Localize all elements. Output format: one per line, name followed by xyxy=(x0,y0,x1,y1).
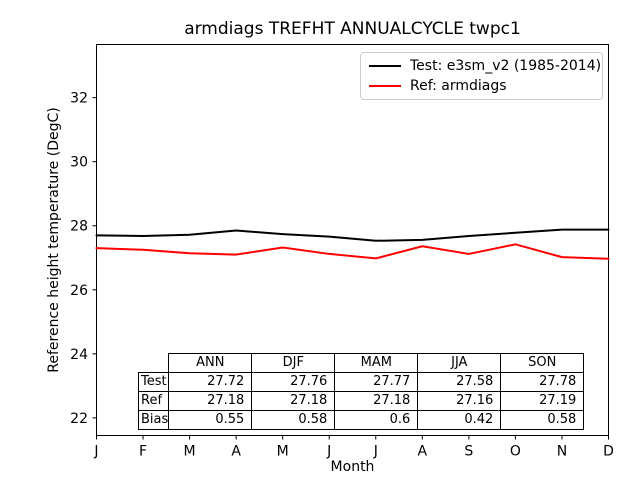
table-value-cell: 0.6 xyxy=(334,410,419,430)
test-line xyxy=(95,228,610,242)
table-row-label: Bias xyxy=(137,410,170,430)
x-tick-label: M xyxy=(184,444,196,460)
ref-line-sample-icon xyxy=(369,85,401,88)
x-tick-label: M xyxy=(277,444,289,460)
x-tick-label: J xyxy=(93,444,98,460)
table-corner-cell xyxy=(138,353,170,373)
chart-title: armdiags TREFHT ANNUALCYCLE twpc1 xyxy=(184,19,521,39)
stats-table: ANN DJF MAM JJA SON Test 27.72 27.76 27.77 27.58 2… xyxy=(137,353,585,430)
legend-item-ref: Ref: armdiags xyxy=(369,78,602,94)
table-value-cell: 0.55 xyxy=(168,410,253,430)
plot-border xyxy=(96,44,609,436)
table-value-cell: 0.58 xyxy=(251,410,336,430)
table-header-cell: ANN xyxy=(168,353,253,373)
table-value-cell: 27.18 xyxy=(334,391,419,411)
table-value-cell: 27.16 xyxy=(417,391,502,411)
table-value-cell: 27.77 xyxy=(334,372,419,392)
table-value-cell: 0.58 xyxy=(500,410,585,430)
x-tick-label: N xyxy=(557,444,567,460)
table-value-cell: 27.18 xyxy=(251,391,336,411)
x-tick-label: S xyxy=(464,444,473,460)
table-row-label: Test xyxy=(137,372,170,392)
y-tick-label: 26 xyxy=(70,283,88,299)
table-value-cell: 27.76 xyxy=(251,372,336,392)
legend: Test: e3sm_v2 (1985-2014) Ref: armdiags xyxy=(360,52,603,100)
x-tick-label: J xyxy=(326,444,331,460)
table-row: Bias 0.55 0.58 0.6 0.42 0.58 xyxy=(137,410,585,430)
stats-table-wrap: ANN DJF MAM JJA SON Test 27.72 27.76 27.77 27.58 2… xyxy=(137,353,585,430)
y-tick-label: 24 xyxy=(70,347,88,363)
table-row-label: Ref xyxy=(137,391,170,411)
table-header-cell: SON xyxy=(500,353,585,373)
legend-item-test: Test: e3sm_v2 (1985-2014) xyxy=(369,58,602,74)
table-header-cell: JJA xyxy=(417,353,502,373)
ref-line xyxy=(95,243,610,260)
table-header-row: ANN DJF MAM JJA SON xyxy=(138,353,585,373)
table-value-cell: 27.78 xyxy=(500,372,585,392)
y-tick-label: 22 xyxy=(70,411,88,427)
table-value-cell: 27.58 xyxy=(417,372,502,392)
table-value-cell: 27.19 xyxy=(500,391,585,411)
x-tick-label: J xyxy=(373,444,378,460)
table-header-cell: DJF xyxy=(251,353,336,373)
y-tick-label: 32 xyxy=(70,91,88,107)
y-tick-label: 28 xyxy=(70,219,88,235)
table-row: Ref 27.18 27.18 27.18 27.16 27.19 xyxy=(137,391,585,411)
legend-label-test: Test: e3sm_v2 (1985-2014) xyxy=(410,57,602,74)
x-tick-label: D xyxy=(603,444,614,460)
table-header-cell: MAM xyxy=(334,353,419,373)
legend-label-ref: Ref: armdiags xyxy=(410,78,507,95)
table-value-cell: 27.18 xyxy=(168,391,253,411)
x-tick-label: A xyxy=(231,444,241,460)
x-tick-label: O xyxy=(510,444,521,460)
table-row: Test 27.72 27.76 27.77 27.58 27.78 xyxy=(137,372,585,392)
y-tick-label: 30 xyxy=(70,155,88,171)
x-tick-label: A xyxy=(418,444,428,460)
table-value-cell: 0.42 xyxy=(417,410,502,430)
test-line-sample-icon xyxy=(369,64,401,67)
x-tick-label: F xyxy=(139,444,147,460)
x-axis-label: Month xyxy=(330,459,375,475)
table-value-cell: 27.72 xyxy=(168,372,253,392)
